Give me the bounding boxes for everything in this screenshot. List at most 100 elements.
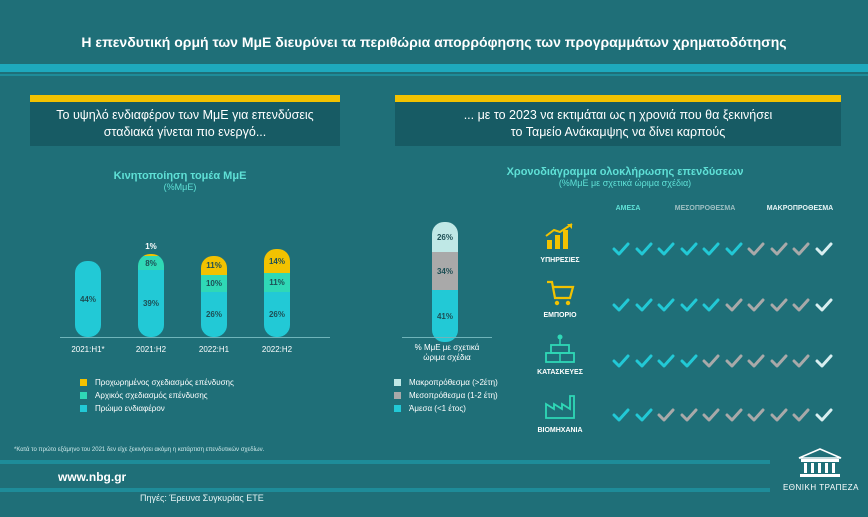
left-accent-bar [30,95,340,102]
top-strip [0,64,868,72]
source-note: Πηγές: Έρευνα Συγκυρίας ΕΤΕ [140,493,264,503]
check-icon [725,298,742,312]
check-icon [770,298,787,312]
growth-chart-icon [545,223,573,249]
check-icon [725,354,742,368]
maturity-bar: 26% 34% 41% [432,222,458,342]
factory-icon [545,395,575,419]
check-icon [680,408,697,422]
left-headline-line-2: σταδιακά γίνεται πιο ενεργό... [103,125,267,139]
check-icon [635,408,652,422]
check-icon [612,298,630,312]
right-accent-bar [395,95,841,102]
x-tick-label: 2021:H1* [71,345,105,354]
legend-label: Πρώιμο ενδιαφέρον [95,404,165,413]
check-icon [815,242,832,256]
mobilization-legend: Προχωρημένος σχεδιασμός επένδυσης Αρχικό… [80,376,234,415]
right-headline-box: ... με το 2023 να εκτιμάται ως η χρονιά … [395,102,841,146]
check-icon [792,408,810,422]
legend-swatch [394,379,401,386]
check-icon [747,298,765,312]
sector-label-construction: ΚΑΤΑΣΚΕΥΕΣ [537,369,583,376]
chart-baseline [60,337,330,338]
legend-item-early: Πρώιμο ενδιαφέρον [80,402,234,415]
bar-segment: 26% [264,292,290,337]
check-icon [747,408,765,422]
check-icon [792,242,810,256]
check-icon [792,354,810,368]
check-icon [612,354,630,368]
right-headline-line-2: το Ταμείο Ανάκαμψης να δίνει καρπούς [510,125,726,139]
check-icon [702,354,720,368]
check-icon [725,408,742,422]
check-icon [725,242,742,256]
left-headline-line-1: Το υψηλό ενδιαφέρον των ΜμΕ για επενδύσε… [56,108,314,122]
col-head-mid: ΜΕΣΟΠΡΟΘΕΣΜΑ [674,205,736,212]
legend-item-mid: Μεσοπρόθεσμα (1-2 έτη) [394,389,498,402]
legend-label: Προχωρημένος σχεδιασμός επένδυσης [95,378,234,387]
maturity-seg-long: 26% [432,222,458,252]
bar-segment: 14% [264,249,290,274]
check-icon [702,242,720,256]
legend-swatch [80,392,87,399]
check-icon [612,408,630,422]
check-icon [680,298,697,312]
sector-label-trade: ΕΜΠΟΡΙΟ [543,312,577,319]
bar-2022:H2: 26% 11% 14% [264,249,290,337]
divider [0,74,868,76]
check-icon [747,354,765,368]
col-head-long: ΜΑΚΡΟΠΡΟΘΕΣΜΑ [766,205,834,212]
mobilization-chart-subtitle: (%ΜμΕ) [163,182,197,192]
maturity-baseline [402,337,492,338]
shopping-cart-icon [547,280,575,306]
bar-2022:H1: 26% 10% 11% [201,256,227,337]
check-icon [815,408,832,422]
legend-item-initial: Αρχικός σχεδιασμός επένδυσης [80,389,234,402]
check-icon [815,354,832,368]
check-icon [657,408,675,422]
footer-strip [0,460,770,464]
col-head-immediate: ΑΜΕΣΑ [615,205,641,212]
bar-2021:H1*: 44% [75,261,101,337]
check-icon [657,298,675,312]
website-link[interactable]: www.nbg.gr [58,470,127,484]
timeline-title: Χρονοδιάγραμμα ολοκλήρωσης επενδύσεων [506,166,744,178]
sector-label-industry: ΒΙΟΜΗΧΑΝΙΑ [537,427,583,434]
x-tick-label: 2021:H2 [135,345,167,354]
legend-label: Μακροπρόθεσμα (>2έτη) [409,378,498,387]
check-icon [680,354,697,368]
check-icon [702,408,720,422]
bar-segment: 11% [264,273,290,293]
bar-segment: 26% [201,292,227,337]
check-icon [680,242,697,256]
legend-label: Άμεσα (<1 έτος) [409,404,466,413]
check-icon [792,298,810,312]
legend-swatch [394,405,401,412]
legend-item-long: Μακροπρόθεσμα (>2έτη) [394,376,498,389]
maturity-seg-mid: 34% [432,252,458,290]
legend-label: Αρχικός σχεδιασμός επένδυσης [95,391,208,400]
maturity-seg-immediate: 41% [432,290,458,342]
check-icon [702,298,720,312]
bank-name: ΕΘΝΙΚΗ ΤΡΑΠΕΖΑ [782,483,860,492]
data-label: 1% [145,242,157,252]
maturity-legend: Μακροπρόθεσμα (>2έτη) Μεσοπρόθεσμα (1-2 … [394,376,498,415]
bar-segment: 11% [201,256,227,276]
check-icon [770,242,787,256]
left-headline-box: Το υψηλό ενδιαφέρον των ΜμΕ για επενδύσε… [30,102,340,146]
check-icon [635,354,652,368]
bar-segment: 39% [138,269,164,337]
check-icon [770,354,787,368]
page-title: Η επενδυτική ορμή των ΜμΕ διευρύνει τα π… [81,34,787,50]
check-icon [635,298,652,312]
footer-strip-2 [0,488,770,492]
bank-logo-icon [798,448,842,477]
legend-item-immediate: Άμεσα (<1 έτος) [394,402,498,415]
legend-item-advanced: Προχωρημένος σχεδιασμός επένδυσης [80,376,234,389]
legend-label: Μεσοπρόθεσμα (1-2 έτη) [409,391,498,400]
bar-segment: 10% [201,275,227,293]
legend-swatch [80,405,87,412]
check-icon [747,242,765,256]
check-icon [657,354,675,368]
footnote: *Κατά το πρώτο εξάμηνο του 2021 δεν είχε… [14,447,265,453]
